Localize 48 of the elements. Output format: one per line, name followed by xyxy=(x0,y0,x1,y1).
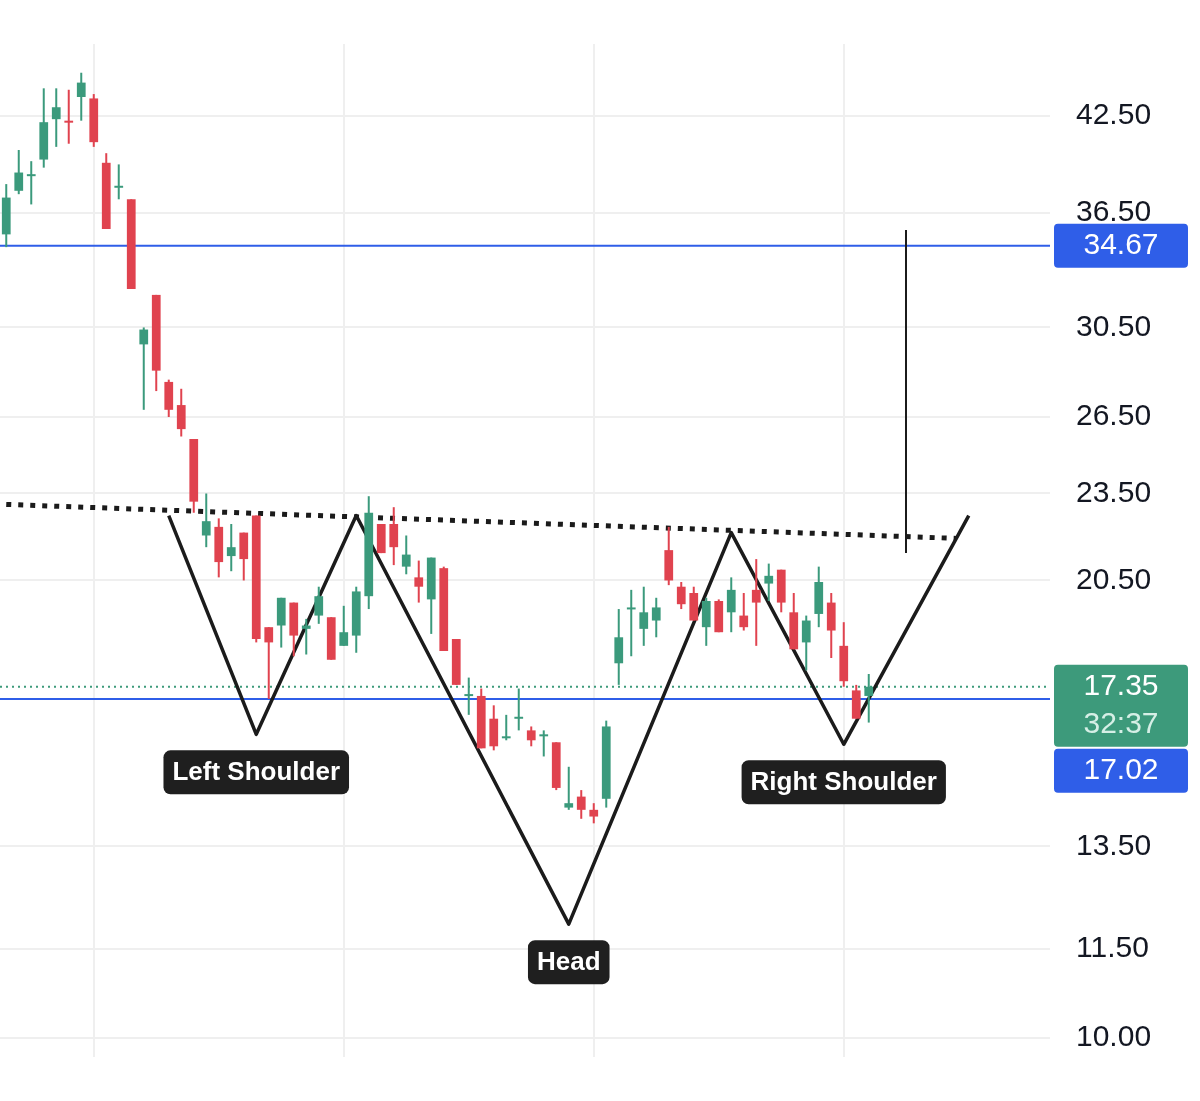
candlestick xyxy=(226,523,236,573)
candlestick xyxy=(14,149,24,196)
candlestick xyxy=(139,326,149,411)
candlestick xyxy=(576,789,586,820)
candlestick xyxy=(764,562,774,602)
y-tick-label: 23.50 xyxy=(1076,474,1152,508)
candlestick xyxy=(201,492,211,549)
y-tick-label: 30.50 xyxy=(1076,308,1152,342)
candlestick xyxy=(726,576,736,634)
y-tick-label: 36.50 xyxy=(1076,194,1152,228)
y-tick-label: 13.50 xyxy=(1076,827,1152,861)
candlestick xyxy=(114,163,124,201)
candlestick xyxy=(739,592,749,632)
y-tick-label: 42.50 xyxy=(1076,97,1152,131)
candlestick xyxy=(314,585,324,625)
candlestick xyxy=(339,604,349,647)
candlestick xyxy=(76,71,86,122)
annotation: Left Shoulder xyxy=(172,756,341,787)
candlestick xyxy=(389,506,399,567)
annotation: Head xyxy=(536,946,601,977)
candlestick xyxy=(751,558,761,647)
ref-line-label: 34.67 xyxy=(1083,227,1159,261)
candlestick xyxy=(676,581,686,611)
candlestick xyxy=(401,534,411,576)
candlestick xyxy=(514,687,524,732)
candlestick xyxy=(301,617,311,656)
candlestick xyxy=(564,765,574,811)
ref-line-label: 17.02 xyxy=(1083,751,1159,785)
candlestick xyxy=(26,160,36,206)
candlestick xyxy=(626,588,636,658)
candlestick xyxy=(414,559,424,604)
candlestick xyxy=(51,87,61,148)
candlestick xyxy=(539,729,549,758)
candlestick xyxy=(651,596,661,639)
candlestick xyxy=(801,614,811,672)
candlestick xyxy=(264,626,274,700)
y-tick-label: 20.50 xyxy=(1076,561,1152,595)
candlestick xyxy=(464,676,474,716)
candlestick xyxy=(64,88,74,145)
candlestick xyxy=(501,713,511,742)
candlestick xyxy=(639,585,649,647)
y-tick-label: 26.50 xyxy=(1076,398,1152,432)
candlestick xyxy=(526,725,536,748)
ref-line-label: 17.35 32:37 xyxy=(1083,667,1159,739)
y-tick-label: 11.50 xyxy=(1076,929,1149,963)
candlestick xyxy=(589,802,599,825)
annotation: Right Shoulder xyxy=(750,766,937,797)
y-tick-label: 10.00 xyxy=(1076,1018,1152,1052)
